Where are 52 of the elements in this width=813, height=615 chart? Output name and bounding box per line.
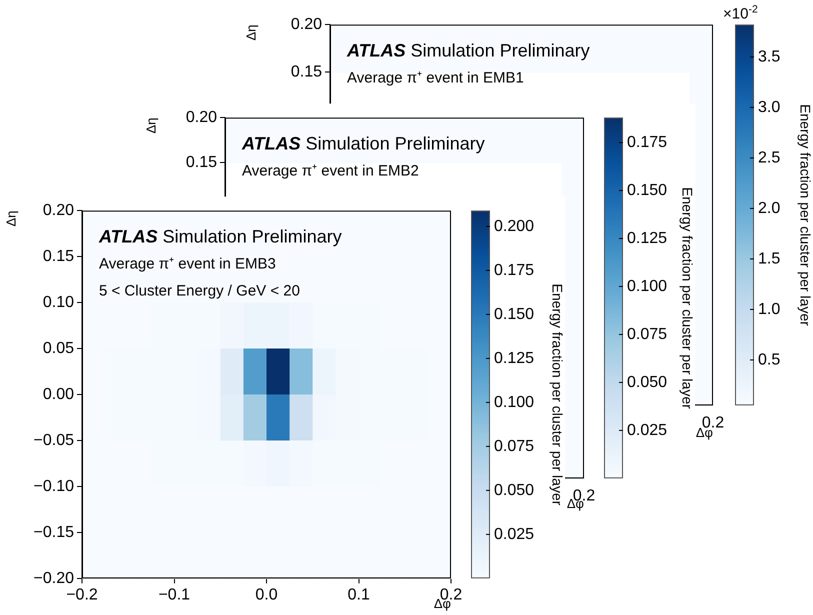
color-bar-label: 0.100 bbox=[627, 278, 668, 295]
color-bar-label: 0.025 bbox=[494, 526, 534, 543]
color-bar-title: Energy fraction per cluster per layer bbox=[680, 187, 696, 410]
color-bar-label: 0.100 bbox=[494, 394, 534, 411]
y-tick-label: 0.15 bbox=[186, 154, 218, 172]
annotation: 5 < Cluster Energy / GeV < 20 bbox=[99, 282, 300, 300]
color-bar-label: 3.0 bbox=[758, 98, 780, 116]
color-bar-label: 2.0 bbox=[758, 200, 780, 217]
color-bar-label: 0.125 bbox=[627, 230, 668, 247]
y-axis-title: Δη bbox=[3, 210, 18, 227]
color-bar-label: 0.150 bbox=[494, 306, 534, 323]
text: ATLAS Simulation Preliminary bbox=[98, 226, 342, 247]
color-bar-label: 3.5 bbox=[758, 48, 780, 66]
color-bar-title: Energy fraction per cluster per layer bbox=[798, 104, 813, 326]
y-tick-label: −0.20 bbox=[34, 570, 74, 587]
y-axis-title: Δη bbox=[143, 118, 158, 134]
x-tick-label: −0.1 bbox=[158, 586, 190, 604]
color-bar-label: 1.0 bbox=[758, 300, 780, 318]
color-bar-label: 0.5 bbox=[758, 351, 780, 368]
color-bar-label: 0.050 bbox=[494, 482, 534, 499]
color-bar-label: 0.175 bbox=[494, 262, 534, 279]
y-tick-label: 0.20 bbox=[186, 109, 218, 126]
y-tick-label: −0.05 bbox=[34, 432, 74, 449]
color-bar-label: 0.175 bbox=[627, 134, 668, 151]
color-bar-label: 0.075 bbox=[494, 438, 534, 455]
y-tick-label: 0.20 bbox=[290, 16, 322, 34]
text: ATLAS Simulation Preliminary bbox=[241, 134, 485, 154]
color-bar-label: 0.050 bbox=[627, 374, 668, 391]
text: ATLAS Simulation Preliminary bbox=[346, 40, 590, 61]
y-tick-label: 0.05 bbox=[42, 340, 74, 357]
y-tick-label: 0.15 bbox=[42, 248, 74, 265]
color-bar-label: 0.075 bbox=[627, 326, 668, 343]
y-tick-label: −0.15 bbox=[34, 524, 74, 541]
y-tick-label: 0.15 bbox=[290, 64, 322, 81]
x-tick-label: −0.2 bbox=[66, 586, 98, 604]
y-tick-label: 0.20 bbox=[42, 202, 74, 220]
y-tick-label: 0.10 bbox=[42, 294, 74, 311]
color-bar-label: 0.150 bbox=[627, 182, 668, 199]
color-bar-title: Energy fraction per cluster per layer bbox=[550, 284, 566, 506]
color-bar-label: 0.200 bbox=[494, 218, 534, 235]
text: Average π⁺ event in EMB2 bbox=[242, 162, 419, 180]
color-bar-label: 2.5 bbox=[758, 149, 780, 166]
color-bar-label: 0.025 bbox=[627, 422, 668, 439]
color-bar-label: 0.125 bbox=[494, 350, 534, 367]
y-tick-label: −0.10 bbox=[34, 478, 74, 495]
y-axis-title: Δη bbox=[243, 24, 258, 41]
text: Average π⁺ event in EMB3 bbox=[99, 256, 276, 273]
text: Average π⁺ event in EMB1 bbox=[347, 70, 524, 87]
x-tick-label: 0.1 bbox=[348, 586, 370, 604]
y-tick-label: 0.00 bbox=[42, 386, 74, 403]
color-bar-label: 1.5 bbox=[758, 250, 780, 268]
x-tick-label: 0.0 bbox=[255, 586, 278, 604]
